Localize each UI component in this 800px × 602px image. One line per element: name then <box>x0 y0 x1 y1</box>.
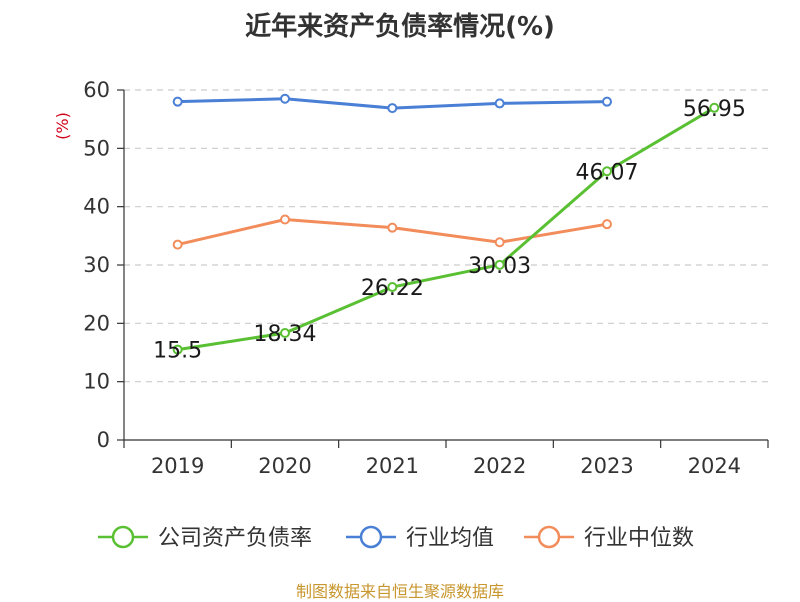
x-tick-labels: 2019 2020 2021 2022 2023 2024 <box>151 454 741 478</box>
y-axis-label: (%) <box>53 112 72 140</box>
data-label-2020: 18.34 <box>254 322 317 347</box>
point-0-2021 <box>387 282 398 293</box>
data-labels: 15.5 18.34 26.22 30.03 46.07 56.95 <box>153 97 746 364</box>
source-note: 制图数据来自恒生聚源数据库 <box>295 582 504 601</box>
y-tick-label-40: 40 <box>83 195 110 219</box>
point-2-2020 <box>280 214 290 225</box>
gridlines <box>124 89 768 383</box>
legend-marker-0 <box>111 525 135 549</box>
data-label-2024: 56.95 <box>683 97 746 122</box>
y-tick-label-50: 50 <box>83 136 110 160</box>
axes <box>117 89 769 448</box>
point-2-2019 <box>172 239 183 250</box>
data-label-2019: 15.5 <box>153 339 202 364</box>
y-tick-label-20: 20 <box>83 311 110 335</box>
y-tick-label-10: 10 <box>83 370 110 394</box>
point-1-2020 <box>280 93 290 104</box>
point-2-2021 <box>387 222 398 233</box>
y-tick-label-0: 0 <box>97 428 110 452</box>
chart-title: 近年来资产负债率情况(%) <box>245 12 555 42</box>
y-tick-labels: 0 10 20 30 40 50 60 <box>83 78 110 452</box>
legend-label-1: 行业均值 <box>406 526 494 551</box>
x-tick-label-2022: 2022 <box>473 454 526 478</box>
data-label-2022: 30.03 <box>468 254 531 279</box>
point-2-2022 <box>494 237 505 248</box>
point-0-2023 <box>602 166 612 177</box>
point-0-2020 <box>280 328 290 339</box>
point-1-2021 <box>387 103 398 114</box>
series-lines <box>172 93 720 355</box>
point-1-2019 <box>172 96 183 107</box>
legend-label-0: 公司资产负债率 <box>158 526 312 551</box>
x-tick-label-2019: 2019 <box>151 454 204 478</box>
data-label-2021: 26.22 <box>361 276 424 301</box>
point-1-2022 <box>494 98 505 109</box>
legend-marker-1 <box>359 525 383 549</box>
series-line-0 <box>177 106 716 352</box>
x-tick-label-2021: 2021 <box>366 454 419 478</box>
legend-label-2: 行业中位数 <box>584 526 694 551</box>
point-1-2023 <box>602 96 612 107</box>
x-tick-label-2023: 2023 <box>580 454 633 478</box>
legend: 公司资产负债率 行业均值 行业中位数 <box>98 525 694 551</box>
data-label-2023: 46.07 <box>576 160 639 185</box>
y-tick-label-60: 60 <box>83 78 110 102</box>
point-2-2023 <box>602 219 612 230</box>
x-tick-label-2020: 2020 <box>258 454 311 478</box>
point-0-2024 <box>709 102 720 113</box>
point-0-2019 <box>172 344 183 355</box>
y-tick-label-30: 30 <box>83 253 110 277</box>
legend-marker-2 <box>537 525 561 549</box>
point-0-2022 <box>494 259 505 270</box>
x-tick-label-2024: 2024 <box>688 454 741 478</box>
